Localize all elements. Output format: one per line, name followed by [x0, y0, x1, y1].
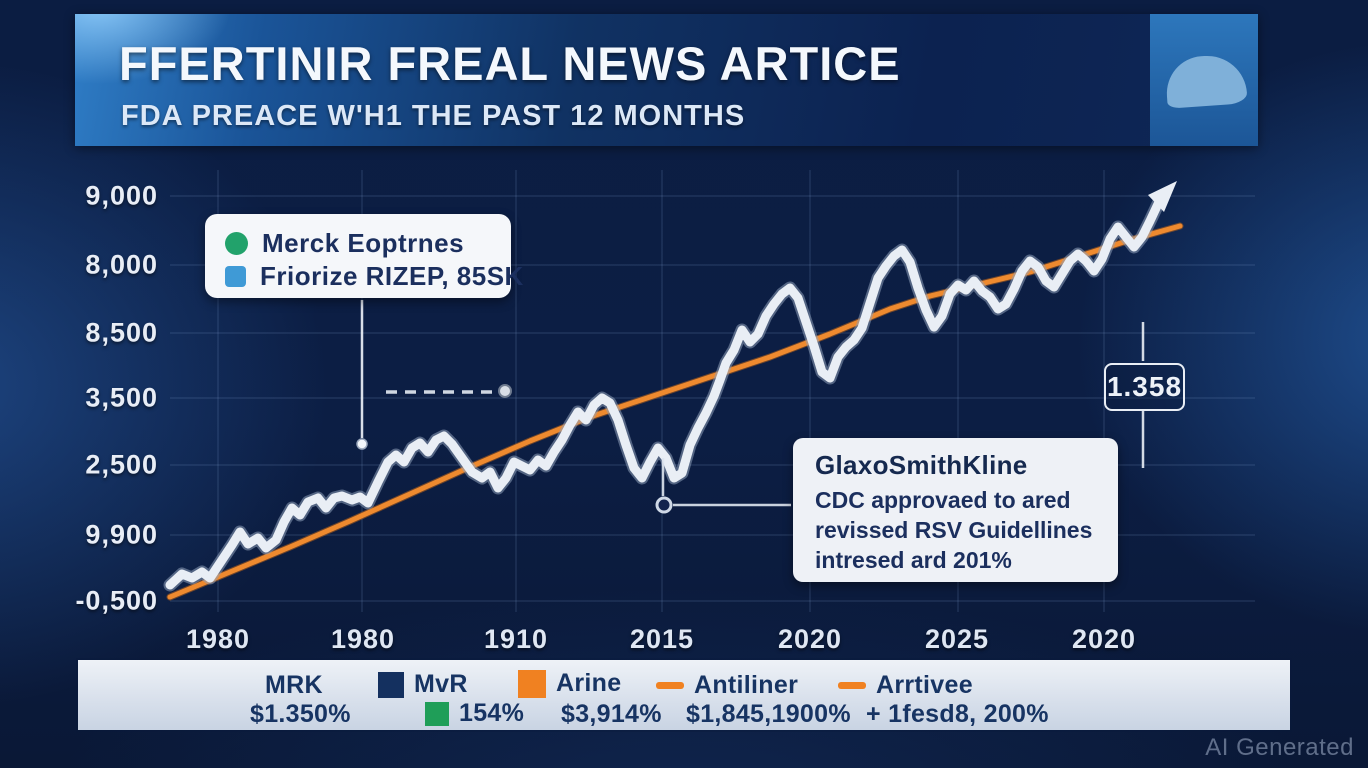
y-tick-label: 2,500: [85, 449, 158, 480]
ai-generated-watermark: AI Generated: [1205, 734, 1354, 761]
annotation-line: revissed RSV Guidellines: [815, 517, 1093, 543]
ticker-item: $1,845,1900%: [686, 700, 851, 729]
ticker-symbol: MRK: [265, 671, 323, 699]
legend-item: Friorize RIZEP, 85SK: [225, 261, 524, 292]
ticker-value: $1,845,1900%: [686, 700, 851, 728]
x-tick-label: 1980: [185, 624, 251, 654]
y-tick-label: 8,000: [85, 249, 158, 280]
leaf-logo-icon: [1164, 53, 1248, 109]
ticker-item: Arine: [518, 669, 621, 698]
ticker-item: Antiliner: [656, 671, 798, 700]
x-tick-label: 1980: [330, 624, 396, 654]
orange-dash-icon: [838, 682, 866, 689]
ticker-item: $1.350%: [250, 700, 351, 729]
price-value-badge: 1.358: [1104, 363, 1185, 411]
legend-item-label: Merck Eoptrnes: [262, 228, 465, 258]
x-tick-label: 2025: [924, 624, 990, 654]
navy-square-icon: [378, 671, 404, 698]
logo-panel: [1150, 14, 1258, 146]
legend-callout: [356, 300, 368, 450]
dashed-marker-line: [386, 384, 512, 398]
annotation-callout: [655, 458, 791, 514]
green-square-icon: [425, 701, 449, 726]
ticker-item: $3,914%: [561, 700, 662, 729]
annotation-box-gsk: GlaxoSmithKline CDC approvaed to ared re…: [793, 438, 1118, 582]
ticker-item: 154%: [425, 699, 524, 728]
ticker-item: MRK: [265, 671, 323, 700]
y-tick-label: 9,000: [85, 180, 158, 211]
ticker-symbol: Arrtivee: [876, 671, 973, 699]
y-tick-label: 8,500: [85, 317, 158, 348]
x-tick-label: 2020: [1071, 624, 1137, 654]
ticker-item: MvR: [378, 670, 468, 699]
trend-arrow-icon: [1148, 181, 1177, 212]
ticker-value: $1.350%: [250, 700, 351, 728]
legend-item: Merck Eoptrnes: [225, 228, 464, 259]
ticker-value: $3,914%: [561, 700, 662, 728]
chart-legend-box: Merck Eoptrnes Friorize RIZEP, 85SK: [205, 214, 523, 298]
x-tick-label: 2020: [777, 624, 843, 654]
x-tick-label: 1910: [483, 624, 549, 654]
y-tick-label: 3,500: [85, 382, 158, 413]
price-line-white: [165, 199, 1163, 590]
annotation-line: CDC approvaed to ared: [815, 487, 1071, 513]
ticker-bar: MRK MvR Arine Antiliner Arrtivee $1.350%…: [78, 660, 1290, 730]
news-header-banner: FFERTINIR FREAL NEWS ARTICE FDA PREACE W…: [75, 14, 1258, 146]
trend-line-orange: [167, 223, 1183, 600]
ticker-item: Arrtivee: [838, 671, 973, 700]
green-circle-icon: [225, 232, 248, 255]
orange-dash-icon: [656, 682, 684, 689]
legend-item-label: Friorize RIZEP, 85SK: [260, 261, 524, 291]
x-tick-label: 2015: [629, 624, 695, 654]
ticker-symbol: Arine: [556, 669, 622, 697]
annotation-title: GlaxoSmithKline: [815, 450, 1028, 480]
ticker-symbol: Antiliner: [694, 671, 799, 699]
orange-square-icon: [518, 669, 546, 698]
y-tick-label: -0,500: [75, 585, 158, 616]
ticker-item: + 1fesd8, 200%: [866, 700, 1049, 729]
blue-square-icon: [225, 266, 246, 287]
y-tick-label: 9,900: [85, 519, 158, 550]
headline-subtitle: FDA PREACE W'H1 THE PAST 12 MONTHS: [121, 100, 746, 132]
ticker-value: 154%: [459, 699, 525, 727]
headline-title: FFERTINIR FREAL NEWS ARTICE: [119, 37, 901, 90]
ticker-value: + 1fesd8, 200%: [866, 700, 1049, 728]
annotation-line: intresed ard 201%: [815, 547, 1012, 573]
ticker-symbol: MvR: [414, 670, 468, 698]
